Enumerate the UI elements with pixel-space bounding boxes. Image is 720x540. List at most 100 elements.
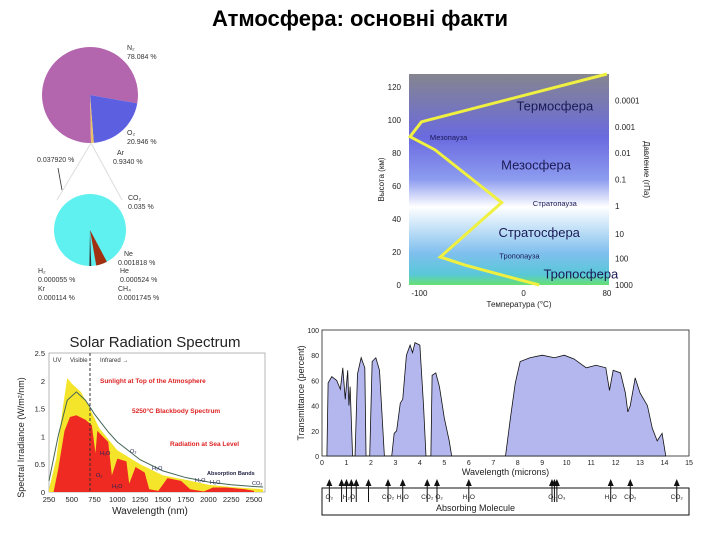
y2-tick-label: 100 — [615, 255, 629, 264]
x-tick-label: -100 — [411, 289, 428, 298]
pie-slice-n2 — [41, 47, 138, 143]
region-infrared: Infrared → — [100, 358, 128, 364]
arrow — [57, 167, 63, 191]
molecule-arrow-head — [338, 479, 345, 486]
label-co2: CO₂ — [128, 195, 142, 202]
label-ch4: CH₄ — [118, 286, 131, 293]
x-tick-label: 5 — [442, 460, 446, 467]
x-tick-label: 11 — [587, 460, 594, 467]
label-he: He — [120, 268, 129, 275]
y2-tick-label: 0.1 — [615, 176, 627, 185]
molecule-arrow-head — [365, 479, 372, 486]
layer-label-1: Мезопауза — [430, 133, 468, 142]
y-axis-label: Spectral Irradiance (W/m²/nm) — [16, 377, 26, 498]
chart-title: Solar Radiation Spectrum — [70, 334, 241, 351]
slide-title: Атмосфера: основні факти — [212, 6, 508, 31]
value-o2: 20.946 % — [127, 139, 157, 146]
y-axis-label: Transmittance (percent) — [296, 345, 306, 440]
value-h2: 0.000055 % — [38, 277, 75, 284]
x-tick-label: 2000 — [200, 495, 217, 504]
x-tick-label: 13 — [636, 460, 644, 467]
molecule-box — [321, 487, 690, 516]
label-o2: O₂ — [127, 130, 135, 137]
molecule-arrow-head — [553, 479, 560, 486]
layer-label-5: Тропопауза — [499, 252, 540, 261]
label-n2: N₂ — [127, 45, 135, 52]
label-ar: Ar — [117, 150, 125, 157]
band-label: CO₂ — [252, 481, 262, 487]
y-tick-label: 20 — [311, 429, 319, 436]
pie-slice-he — [89, 230, 92, 266]
x-tick-label: 1500 — [155, 495, 172, 504]
band-label: H₂O — [152, 466, 163, 472]
y-tick-label: 80 — [392, 149, 401, 158]
y2-tick-label: 0.0001 — [615, 96, 640, 105]
molecule-arrow-head — [424, 479, 431, 486]
transmittance-chart: 0 1 2 3 4 5 6 7 8 9 10 11 12 13 14 15020406080100Wavele… — [296, 328, 693, 516]
molecule-arrow-head — [673, 479, 680, 486]
value-n2: 78.084 % — [127, 54, 157, 61]
molecule-label-0: O₂ — [326, 494, 334, 501]
x-axis-label: Температура (°C) — [487, 300, 552, 309]
molecule-arrow-head — [465, 479, 472, 486]
label-ne: Ne — [124, 251, 133, 258]
molecule-arrow-head — [607, 479, 614, 486]
y-tick-label: 2.5 — [35, 349, 45, 358]
temperature-line — [407, 72, 608, 287]
x-tick-label: 14 — [661, 460, 669, 467]
x-tick-label: 8 — [516, 460, 520, 467]
annotation-absorption: Absorption Bands — [207, 471, 255, 477]
x-tick-label: 1 — [345, 460, 349, 467]
molecule-arrow-head — [348, 479, 355, 486]
value-ar: 0.9340 % — [113, 159, 143, 166]
x-tick-label: 250 — [43, 495, 56, 504]
y2-tick-label: 10 — [615, 230, 624, 239]
x-tick-label: 1000 — [109, 495, 126, 504]
molecule-label-1: H₂O — [343, 494, 355, 501]
x-tick-label: 0 — [521, 289, 526, 298]
x-axis-label: Wavelength (microns) — [462, 467, 549, 477]
gas-composition-pie-chart: N₂ 78.084 % O₂ 20.946 %Ar 0.9340 % 0.037920 %… — [37, 45, 159, 302]
layer-label-6: Тропосфера — [543, 266, 619, 281]
x-tick-label: 1750 — [177, 495, 194, 504]
molecule-arrow-head — [353, 479, 360, 486]
annotation-blackbody: 5250°C Blackbody Spectrum — [132, 407, 220, 415]
y-tick-label: 40 — [311, 404, 319, 411]
y2-tick-label: 1000 — [615, 281, 633, 290]
x-tick-label: 2 — [369, 460, 373, 467]
x-tick-label: 6 — [467, 460, 471, 467]
band-label: O₂ — [96, 473, 102, 479]
atmosphere-temperature-chart: Термосфера Мезопауза Мезосфера Стратопауза С… — [377, 72, 651, 309]
band-label: H₂O — [112, 484, 123, 490]
x-tick-label: 2250 — [223, 495, 240, 504]
y-tick-label: 60 — [311, 378, 319, 385]
region-uv: UV — [53, 358, 61, 364]
x-tick-label: 10 — [563, 460, 571, 467]
layer-label-2: Мезосфера — [501, 158, 572, 173]
x-tick-label: 7 — [491, 460, 495, 467]
molecule-label-11: CO₂ — [671, 494, 684, 501]
x-tick-label: 9 — [540, 460, 544, 467]
molecule-label-4: CO₂ — [421, 494, 434, 501]
layer-label-0: Термосфера — [516, 98, 593, 113]
molecule-label-9: H₂O — [605, 494, 617, 501]
molecule-label-2: CO₂ — [382, 494, 395, 501]
molecule-label-10: CO₂ — [624, 494, 637, 501]
annotation-sea-level: Radiation at Sea Level — [170, 441, 239, 448]
series-sea-level — [53, 415, 254, 492]
molecule-arrow-head — [627, 479, 634, 486]
value-kr: 0.000114 % — [38, 295, 75, 302]
y-tick-label: 40 — [392, 215, 401, 224]
molecule-arrow-head — [433, 479, 440, 486]
y-tick-label: 0 — [397, 281, 402, 290]
molecule-box-label: Absorbing Molecule — [436, 503, 515, 513]
y-tick-label: 80 — [311, 353, 319, 360]
value-ch4: 0.0001745 % — [118, 295, 159, 302]
connector-line — [90, 142, 123, 201]
molecule-arrow-head — [326, 479, 333, 486]
molecule-label-6: H₂O — [463, 494, 475, 501]
x-axis-label: Wavelength (nm) — [112, 506, 188, 517]
y-tick-label: 100 — [307, 328, 319, 335]
y-tick-label: 0 — [41, 488, 45, 497]
molecule-arrow-head — [343, 479, 350, 486]
